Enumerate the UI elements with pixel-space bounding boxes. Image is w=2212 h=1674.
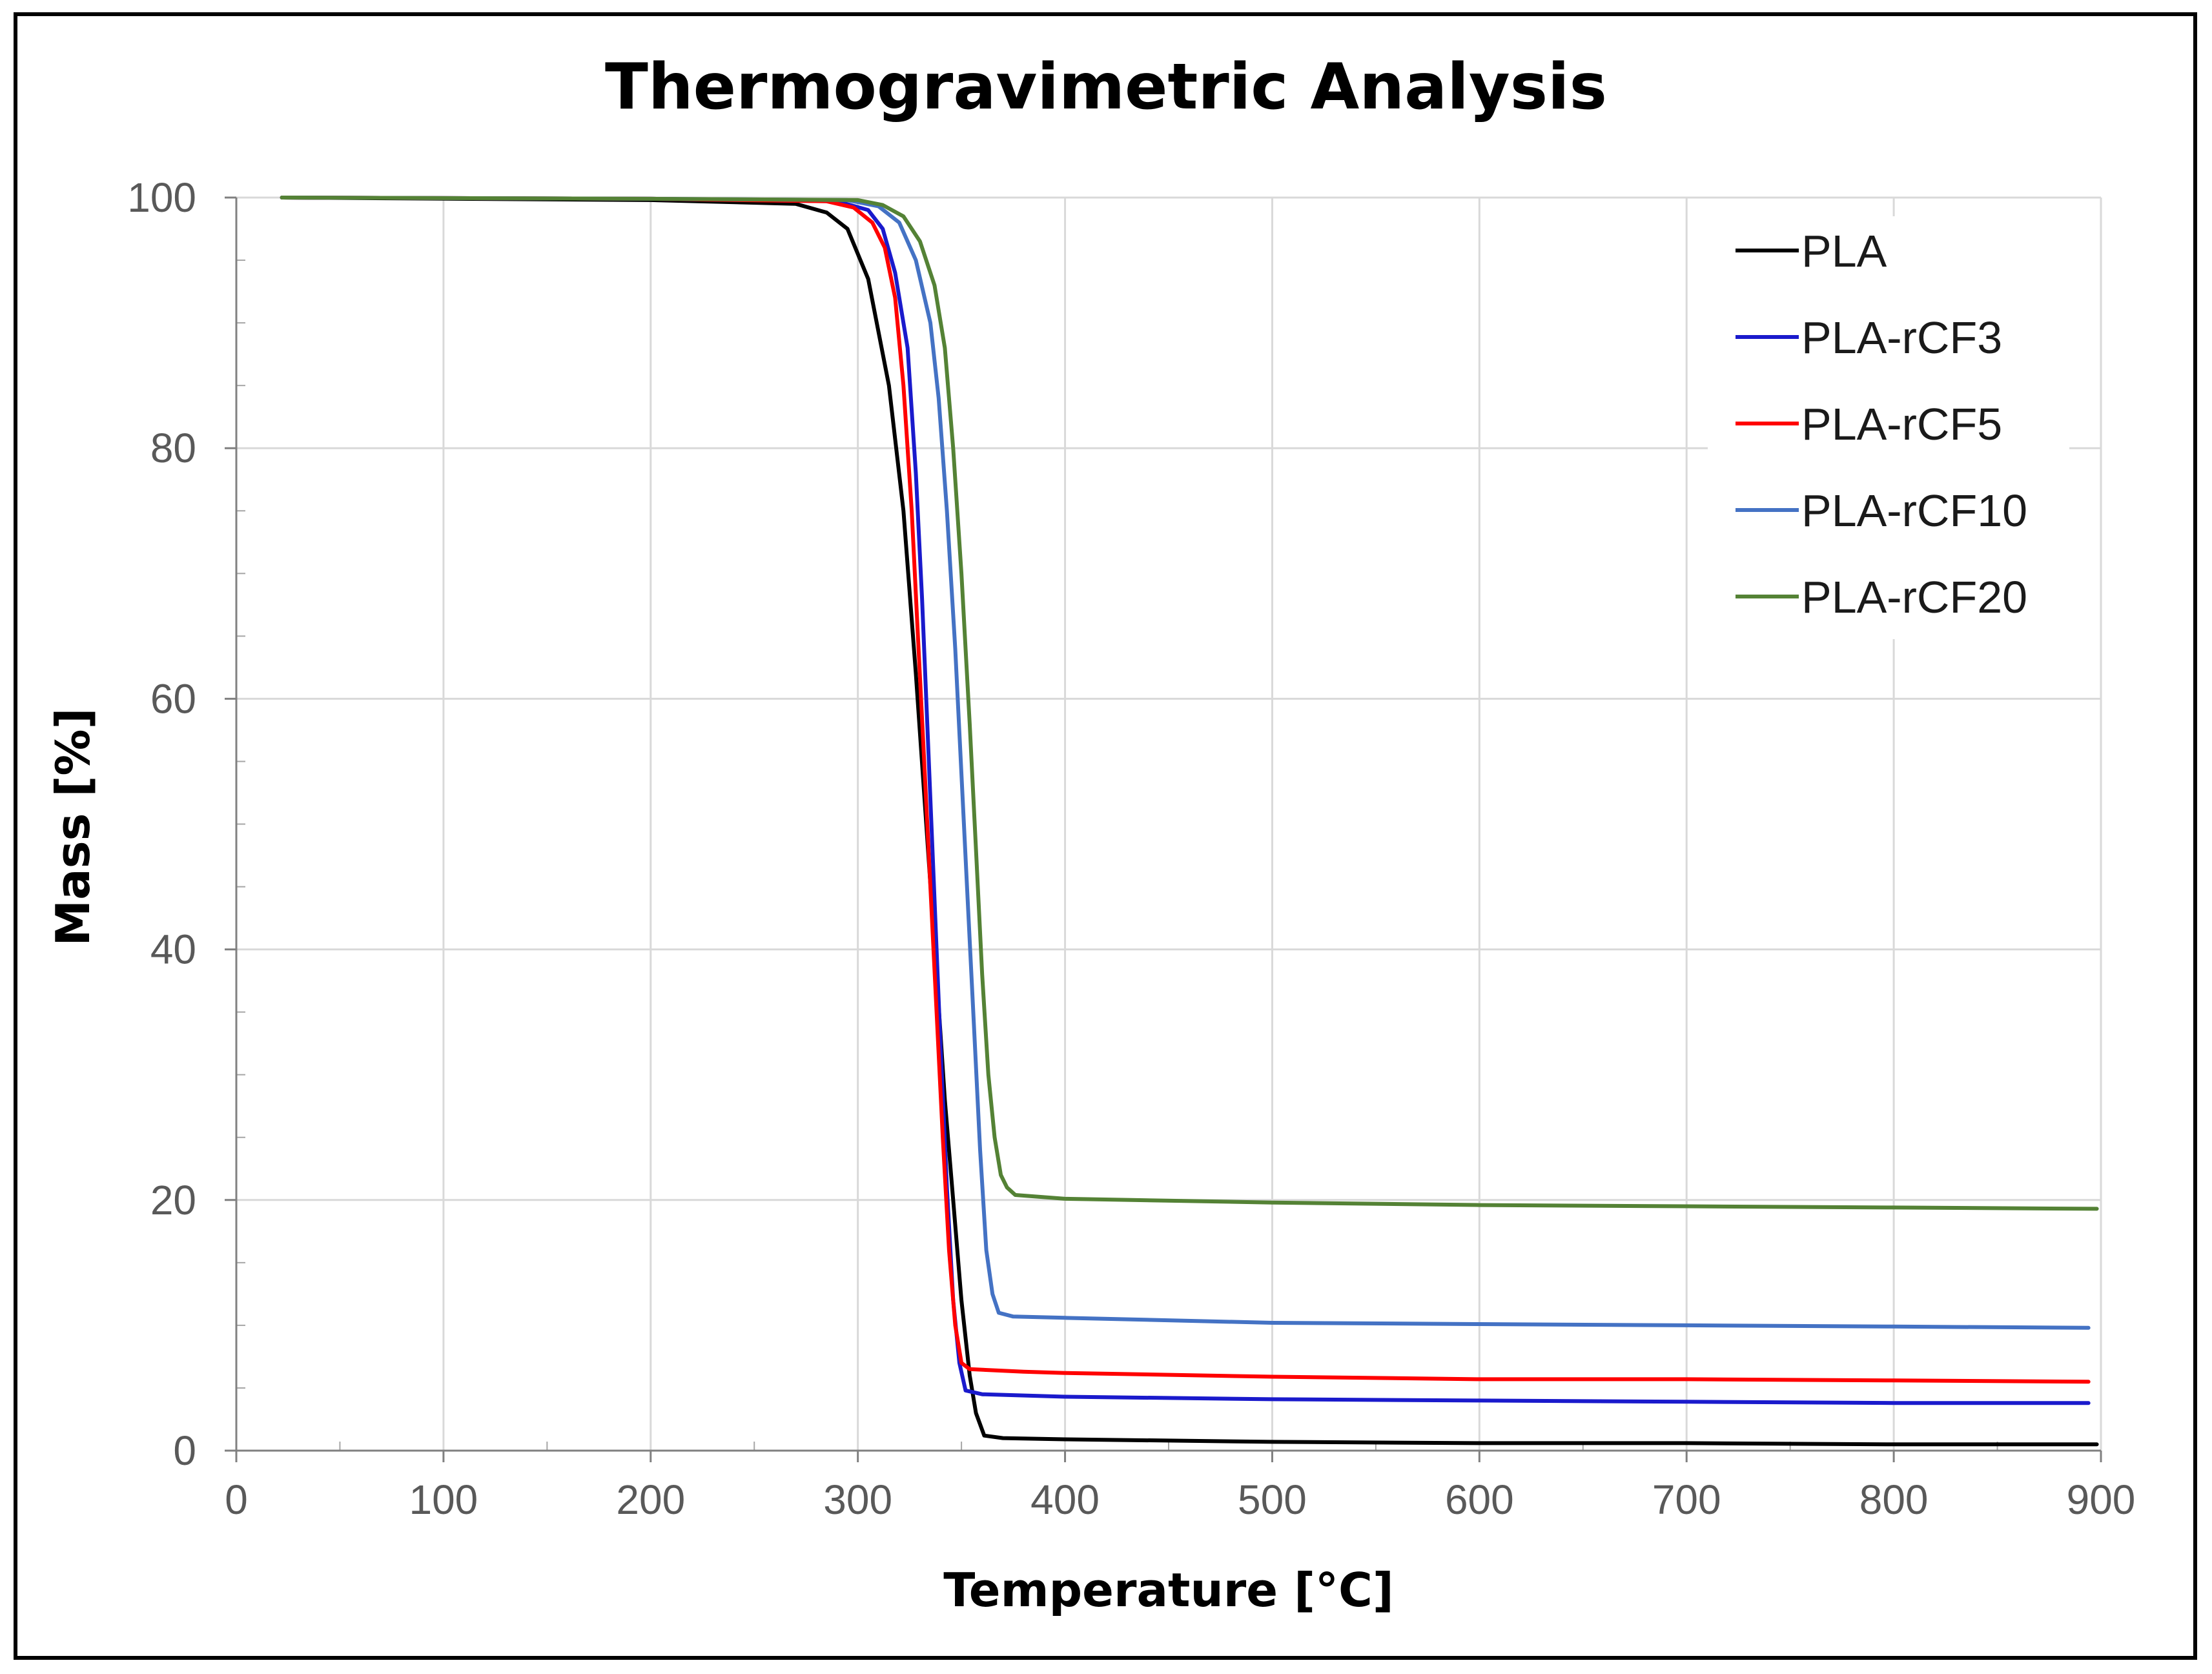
legend-background xyxy=(1708,216,2069,639)
series-line-pla xyxy=(280,196,2099,1447)
legend-label-pla-rcf5: PLA-rCF5 xyxy=(1801,399,2002,449)
legend: PLA PLA-rCF3 PLA-rCF5 PLA-rCF10 PLA-rCF20 xyxy=(1708,216,2069,639)
data-series xyxy=(280,196,2099,1447)
x-tick-label: 200 xyxy=(616,1476,685,1523)
y-tick-label: 80 xyxy=(150,425,196,471)
series-line-pla-rcf20 xyxy=(280,196,2099,1211)
x-tick-label: 400 xyxy=(1030,1476,1100,1523)
y-tick-label: 0 xyxy=(173,1427,196,1474)
series-line-pla-rcf3 xyxy=(280,196,2091,1405)
y-axis-title: Mass [%] xyxy=(46,708,100,946)
legend-label-pla-rcf20: PLA-rCF20 xyxy=(1801,572,2027,622)
x-tick-label: 800 xyxy=(1859,1476,1929,1523)
legend-label-pla-rcf3: PLA-rCF3 xyxy=(1801,312,2002,363)
x-tick-label: 500 xyxy=(1238,1476,1307,1523)
legend-label-pla: PLA xyxy=(1801,226,1887,276)
y-tick-label: 60 xyxy=(150,675,196,722)
axes xyxy=(225,196,2102,1462)
legend-label-pla-rcf10: PLA-rCF10 xyxy=(1801,485,2027,536)
x-tick-label: 900 xyxy=(2067,1476,2136,1523)
x-tick-label: 700 xyxy=(1652,1476,1721,1523)
x-axis-title: Temperature [°C] xyxy=(943,1563,1394,1617)
tick-labels: 0 100 200 300 400 500 600 700 800 900 0 20 40 60 80 100 xyxy=(127,174,2135,1523)
x-tick-label: 100 xyxy=(409,1476,478,1523)
chart-title: Thermogravimetric Analysis xyxy=(605,50,1607,124)
y-tick-label: 20 xyxy=(150,1177,196,1223)
y-tick-label: 40 xyxy=(150,926,196,973)
x-tick-label: 0 xyxy=(225,1476,248,1523)
x-tick-label: 600 xyxy=(1445,1476,1514,1523)
series-line-pla-rcf5 xyxy=(280,196,2091,1384)
x-tick-label: 300 xyxy=(823,1476,892,1523)
series-line-pla-rcf10 xyxy=(280,196,2091,1330)
y-tick-label: 100 xyxy=(127,174,196,221)
